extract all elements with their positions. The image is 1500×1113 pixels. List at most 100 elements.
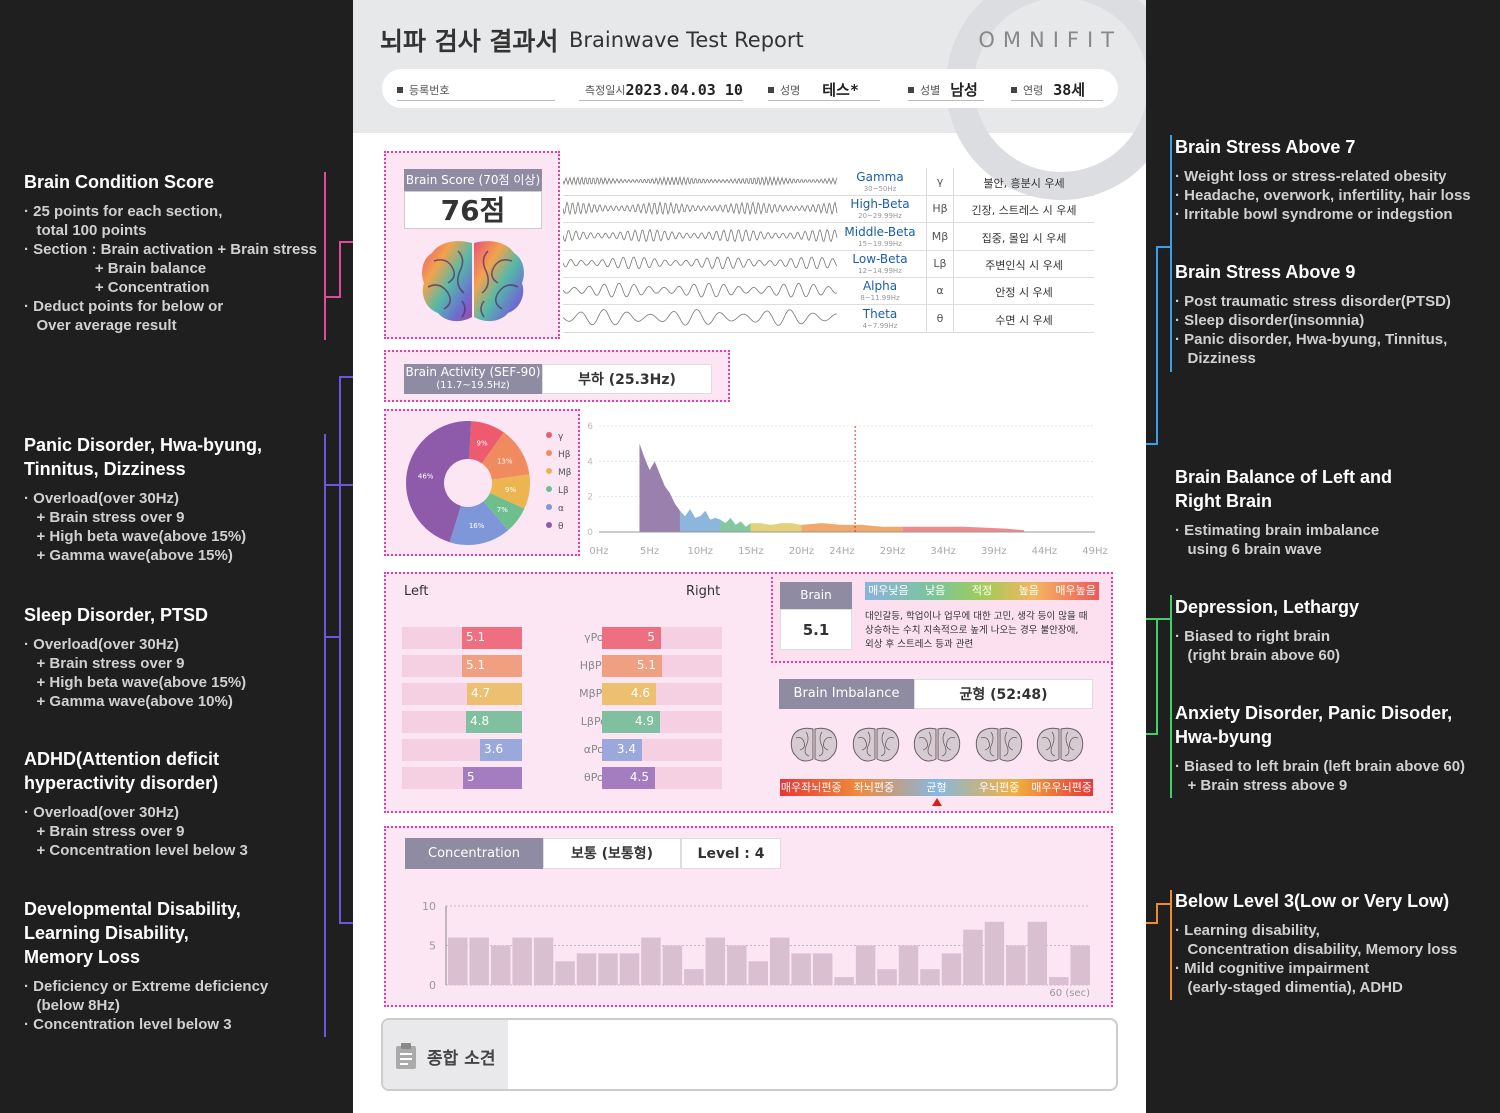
name-field[interactable]: 성명 테스* bbox=[768, 79, 880, 101]
annotation-item: · Overload(over 30Hz) bbox=[24, 490, 180, 507]
age-field[interactable]: 연령 38세 bbox=[1011, 79, 1103, 101]
sex-field[interactable]: 성별 남성 bbox=[908, 79, 984, 101]
registration-field[interactable]: 등록번호 bbox=[397, 79, 555, 101]
wave-row: Alpha 8~11.99Hz α 안정 시 우세 bbox=[563, 277, 1094, 306]
concentration-bar bbox=[1027, 921, 1048, 985]
annotation-section: Depression, Lethargy · Biased to right br… bbox=[1175, 595, 1359, 665]
annotation-title: Depression, Lethargy bbox=[1175, 597, 1360, 617]
donut-slice-label: 16% bbox=[469, 522, 485, 530]
y-tick-label: 2 bbox=[587, 493, 593, 503]
left-power-bar: 5 bbox=[463, 767, 522, 789]
x-end-label: 60 (sec) bbox=[1049, 988, 1090, 999]
wave-row: Theta 4~7.99Hz θ 수면 시 우세 bbox=[563, 304, 1094, 333]
brain-stress-value: 5.1 bbox=[780, 609, 852, 650]
spectrum-band-area bbox=[902, 526, 1025, 532]
y-tick-label: 6 bbox=[587, 422, 593, 432]
connector-line bbox=[1156, 618, 1158, 734]
donut-slice bbox=[481, 432, 530, 480]
right-power-bar: 4.5 bbox=[602, 767, 655, 789]
annotation-item: · Overload(over 30Hz) bbox=[24, 804, 180, 821]
annotation-item: Concentration disability, Memory loss bbox=[1175, 941, 1458, 958]
wave-trace bbox=[563, 256, 838, 270]
annotation-item: + Brain stress over 9 bbox=[24, 823, 185, 840]
concentration-panel: Concentration 보통 (보통형) Level : 4 0 5 10 60 … bbox=[384, 826, 1113, 1007]
brand-logo: OMNIFIT bbox=[978, 28, 1122, 52]
donut-slice-label: 46% bbox=[418, 472, 434, 480]
wave-symbol: Lβ bbox=[926, 249, 954, 278]
brain-score-panel: Brain Score (70점 이상) 76점 bbox=[384, 151, 560, 339]
annotation-item: + Concentration level below 3 bbox=[24, 842, 248, 859]
annotation-section: Brain Stress Above 7 · Weight loss or str… bbox=[1175, 135, 1471, 224]
right-power-value: 4.5 bbox=[629, 770, 649, 784]
x-tick-label: 44Hz bbox=[1032, 546, 1058, 557]
wave-trace bbox=[563, 175, 838, 187]
legend-label: γ bbox=[558, 432, 564, 442]
summary-box[interactable]: 종합 소견 bbox=[381, 1018, 1118, 1091]
donut-slice bbox=[469, 421, 504, 464]
left-power-bar: 4.8 bbox=[466, 711, 522, 733]
annotation-item: + Brain stress over 9 bbox=[24, 655, 185, 672]
wave-description: 안정 시 우세 bbox=[995, 286, 1053, 300]
wave-ratio-panel: 9% 13% 9% 7% 16% 46% γ Hβ Mβ Lβ α θ bbox=[384, 409, 580, 556]
annotation-title: Anxiety Disorder, Panic Disoder, Hwa-byu… bbox=[1175, 703, 1453, 747]
connector-line bbox=[339, 241, 341, 297]
wave-name: Middle-Beta 15~19.99Hz bbox=[844, 224, 916, 248]
annotation-item: · Section : Brain activation + Brain str… bbox=[24, 241, 318, 258]
concentration-bar bbox=[448, 937, 468, 985]
left-power-track: 5.1 bbox=[402, 627, 522, 649]
wave-name: High-Beta 20~29.99Hz bbox=[850, 197, 910, 221]
x-tick-label: 49Hz bbox=[1082, 546, 1108, 557]
right-power-track: 3.4 bbox=[602, 739, 722, 761]
wave-symbol: Mβ bbox=[926, 222, 954, 251]
legend-label: Mβ bbox=[558, 468, 572, 478]
right-power-value: 5.1 bbox=[636, 658, 656, 672]
annotation-item: + Brain stress over 9 bbox=[24, 509, 185, 526]
left-power-bar: 5.1 bbox=[462, 655, 522, 677]
annotation-item: · Estimating brain imbalance bbox=[1175, 522, 1380, 539]
wave-trace bbox=[563, 282, 838, 298]
wave-trace bbox=[563, 228, 838, 243]
spectrum-band-area bbox=[679, 509, 721, 532]
brain-imbalance-value: 균형 (52:48) bbox=[914, 679, 1093, 709]
left-power-track: 4.8 bbox=[402, 711, 522, 733]
concentration-bar bbox=[898, 945, 919, 985]
concentration-bar bbox=[727, 945, 747, 985]
annotation-item: · Biased to right brain bbox=[1175, 628, 1331, 645]
wave-name: Gamma 30~50Hz bbox=[856, 170, 904, 193]
concentration-bar bbox=[555, 961, 575, 985]
brain-stress-label: Brain Stress bbox=[780, 582, 852, 629]
annotation-title: Below Level 3(Low or Very Low) bbox=[1175, 891, 1450, 911]
donut-slice-label: 9% bbox=[505, 486, 516, 494]
legend-label: Hβ bbox=[558, 450, 571, 460]
connector-line bbox=[1156, 903, 1172, 905]
annotation-item: · Mild cognitive impairment bbox=[1175, 960, 1370, 977]
report-title-en: Brainwave Test Report bbox=[569, 28, 804, 52]
annotation-item: · Weight loss or stress-related obesity bbox=[1175, 168, 1447, 185]
wave-name: Low-Beta 12~14.99Hz bbox=[852, 251, 908, 275]
wave-name: Theta 4~7.99Hz bbox=[862, 306, 898, 330]
concentration-bar bbox=[662, 945, 683, 985]
concentration-value: 보통 (보통형) bbox=[543, 838, 681, 869]
left-power-track: 4.7 bbox=[402, 683, 522, 705]
annotation-item: · Deduct points for below or bbox=[24, 298, 224, 315]
legend-dot bbox=[546, 522, 552, 528]
left-power-value: 5.1 bbox=[466, 630, 486, 644]
right-power-track: 5 bbox=[602, 627, 722, 649]
brain-outline-icon bbox=[975, 727, 1022, 762]
imbalance-level-marker bbox=[931, 798, 942, 806]
brain-score-label: Brain Score (70점 이상) bbox=[404, 169, 542, 191]
left-power-bar: 4.7 bbox=[467, 683, 522, 705]
right-power-bar: 3.4 bbox=[602, 739, 642, 761]
concentration-bar bbox=[469, 937, 489, 985]
left-power-value: 5 bbox=[467, 770, 475, 784]
concentration-bar bbox=[855, 945, 876, 985]
annotation-item: (early-staged dimentia), ADHD bbox=[1175, 979, 1403, 996]
left-power-bar: 3.6 bbox=[480, 739, 522, 761]
brain-outline-icon bbox=[852, 727, 899, 762]
concentration-label: Concentration bbox=[405, 838, 543, 869]
legend-label: α bbox=[558, 504, 564, 514]
annotation-item: (right brain above 60) bbox=[1175, 647, 1341, 664]
legend-dot bbox=[546, 432, 552, 438]
